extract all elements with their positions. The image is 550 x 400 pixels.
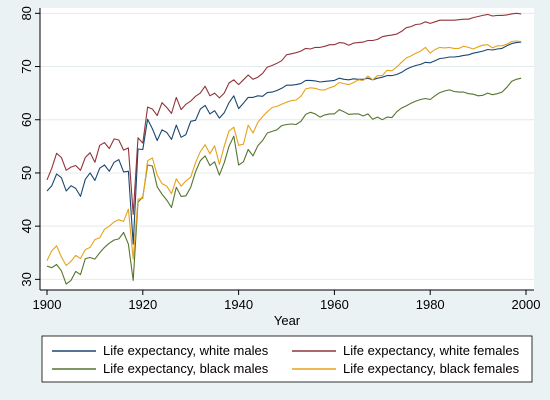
x-tick-label-1900: 1900	[33, 297, 62, 312]
legend: Life expectancy, white males Life expecta…	[41, 335, 533, 383]
x-axis-title: Year	[274, 313, 301, 328]
x-tick-label-2000: 2000	[512, 297, 541, 312]
y-tick-label-30: 30	[19, 272, 34, 286]
gridlines	[40, 12, 534, 280]
axes: 30 40 50 60 70 80 1900 1920 1940 1960 1980 2000	[19, 6, 540, 312]
y-tick-label-60: 60	[19, 113, 34, 127]
legend-label-1: Life expectancy, white males	[103, 343, 269, 358]
legend-box	[41, 335, 533, 383]
legend-label-2: Life expectancy, white females	[343, 343, 520, 358]
x-tick-label-1960: 1960	[320, 297, 349, 312]
plot-area	[40, 8, 534, 290]
y-tick-label-80: 80	[19, 6, 34, 20]
x-tick-label-1920: 1920	[128, 297, 157, 312]
series-lines	[46, 12, 522, 285]
y-tick-label-70: 70	[19, 59, 34, 73]
series-line-1	[46, 41, 522, 245]
series-line-4	[46, 40, 522, 267]
legend-label-3: Life expectancy, black males	[103, 361, 269, 376]
x-tick-label-1940: 1940	[224, 297, 253, 312]
y-tick-label-40: 40	[19, 219, 34, 233]
y-tick-label-50: 50	[19, 166, 34, 180]
x-tick-label-1980: 1980	[416, 297, 445, 312]
legend-label-4: Life expectancy, black females	[343, 361, 520, 376]
series-line-3	[46, 77, 522, 285]
series-line-2	[46, 12, 522, 215]
